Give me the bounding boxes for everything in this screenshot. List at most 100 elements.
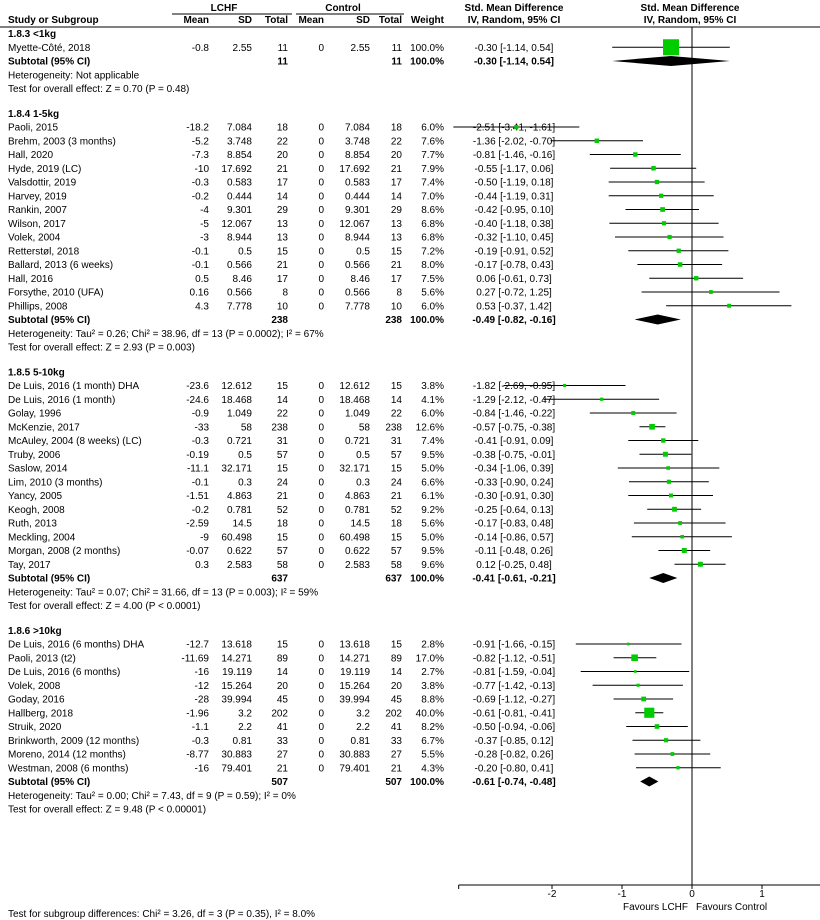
study-name: Hall, 2020 — [8, 150, 53, 161]
lchf-mean-value: -0.8 — [192, 43, 210, 54]
weight-value: 12.6% — [416, 422, 444, 433]
lchf-mean-value: -0.1 — [192, 246, 210, 257]
lchf-total-value: 21 — [277, 763, 289, 774]
lchf-sd-value: 7.778 — [227, 301, 252, 312]
weight-value: 7.4% — [421, 436, 444, 447]
weight-value: 40.0% — [416, 708, 444, 719]
lchf-total-value: 21 — [277, 164, 289, 175]
effect-ci-value: -0.25 [-0.64, 0.13] — [475, 505, 554, 516]
control-sd-value: 9.301 — [345, 205, 370, 216]
lchf-mean-value: -0.3 — [192, 736, 210, 747]
control-mean-value: 0 — [318, 736, 324, 747]
control-total-value: 20 — [391, 681, 403, 692]
control-mean-value: 0 — [318, 395, 324, 406]
effect-header-subtitle: IV, Random, 95% CI — [468, 15, 561, 26]
lchf-mean-value: -9 — [200, 532, 209, 543]
control-mean-value: 0 — [318, 532, 324, 543]
lchf-mean-value: -10 — [195, 164, 210, 175]
lchf-sd-value: 19.119 — [222, 667, 252, 678]
control-sd-value: 0.5 — [356, 450, 370, 461]
control-total-value: 13 — [391, 219, 403, 230]
study-name: Keogh, 2008 — [8, 505, 65, 516]
weight-value: 9.5% — [421, 450, 444, 461]
control-sd-value: 18.468 — [339, 395, 370, 406]
study-name: McAuley, 2004 (8 weeks) (LC) — [8, 436, 142, 447]
study-point-marker — [644, 707, 655, 718]
x-axis-tick-label: 0 — [689, 889, 695, 900]
subtotal-label: Subtotal (95% CI) — [8, 57, 90, 68]
weight-value: 5.0% — [421, 532, 444, 543]
control-mean-value: 0 — [318, 560, 324, 571]
lchf-sd-value: 7.084 — [227, 123, 252, 134]
control-sd-value: 8.944 — [345, 233, 370, 244]
overall-effect-text: Test for overall effect: Z = 9.48 (P < 0… — [8, 805, 206, 816]
control-sd-value: 0.622 — [345, 546, 370, 557]
study-point-marker — [659, 193, 664, 198]
lchf-total-value: 10 — [277, 301, 289, 312]
lchf-mean-value: -4 — [200, 205, 209, 216]
control-total-value: 21 — [391, 260, 403, 271]
subtotal-label: Subtotal (95% CI) — [8, 315, 90, 326]
study-name: Goday, 2016 — [8, 695, 65, 706]
effect-ci-value: -0.17 [-0.83, 0.48] — [475, 519, 554, 530]
effect-ci-value: -1.82 [-2.69, -0.95] — [473, 381, 555, 392]
control-mean-value: 0 — [318, 233, 324, 244]
control-sd-value: 1.049 — [345, 409, 370, 420]
control-mean-value: 0 — [318, 136, 324, 147]
control-mean-value: 0 — [318, 164, 324, 175]
lchf-total-value: 14 — [277, 667, 289, 678]
study-point-marker — [641, 696, 647, 702]
lchf-sd-value: 8.46 — [233, 274, 253, 285]
study-name: Hyde, 2019 (LC) — [8, 164, 81, 175]
control-sd-value: 8.46 — [351, 274, 371, 285]
subtotal-lchf-total: 507 — [271, 777, 288, 788]
control-sd-value: 7.084 — [345, 123, 370, 134]
weight-value: 6.1% — [421, 491, 444, 502]
weight-value: 6.0% — [421, 409, 444, 420]
effect-ci-value: -0.38 [-0.75, -0.01] — [473, 450, 555, 461]
lchf-mean-value: -8.77 — [186, 750, 209, 761]
control-total-value: 202 — [385, 708, 402, 719]
lchf-mean-value: -11.69 — [181, 653, 209, 664]
effect-ci-value: 0.12 [-0.25, 0.48] — [476, 560, 552, 571]
control-total-value: 45 — [391, 695, 403, 706]
effect-ci-value: -0.82 [-1.12, -0.51] — [473, 653, 555, 664]
weight-value: 6.8% — [421, 219, 444, 230]
lchf-total-value: 17 — [277, 178, 289, 189]
plot-header-subtitle: IV, Random, 95% CI — [644, 15, 737, 26]
lchf-total-value: 15 — [277, 381, 289, 392]
subgroup-heading: 1.8.5 5-10kg — [8, 367, 65, 378]
overall-effect-text: Test for overall effect: Z = 0.70 (P = 0… — [8, 84, 189, 95]
effect-ci-value: -0.57 [-0.75, -0.38] — [473, 422, 555, 433]
lchf-sd-value: 39.994 — [221, 695, 252, 706]
weight-value: 9.2% — [421, 505, 444, 516]
control-total-value: 33 — [391, 736, 403, 747]
control-sd-value: 60.498 — [339, 532, 370, 543]
lchf-mean-value: -12 — [195, 681, 210, 692]
effect-ci-value: -0.11 [-0.48, 0.26] — [475, 546, 553, 557]
study-point-marker — [666, 479, 671, 484]
weight-value: 3.8% — [421, 681, 444, 692]
study-name: Ruth, 2013 — [8, 519, 57, 530]
subtotal-ci-value: -0.49 [-0.82, -0.16] — [472, 315, 555, 326]
lchf-mean-value: -28 — [195, 695, 210, 706]
control-total-value: 21 — [391, 763, 403, 774]
weight-value: 4.1% — [421, 395, 444, 406]
subtotal-lchf-total: 238 — [271, 315, 288, 326]
control-mean-value: 0 — [318, 422, 324, 433]
control-total-value: 24 — [391, 477, 403, 488]
control-sd-value: 0.781 — [345, 505, 370, 516]
subtotal-diamond — [640, 776, 659, 787]
effect-ci-value: -0.33 [-0.90, 0.24] — [475, 477, 554, 488]
study-name: Volek, 2004 — [8, 233, 61, 244]
column-header-study: Study or Subgroup — [8, 15, 99, 26]
control-sd-value: 14.5 — [351, 519, 371, 530]
overall-effect-text: Test for overall effect: Z = 4.00 (P < 0… — [8, 601, 201, 612]
control-sd-value: 13.618 — [339, 640, 370, 651]
study-name: Tay, 2017 — [8, 560, 51, 571]
study-point-marker — [694, 276, 699, 281]
control-mean-value: 0 — [318, 205, 324, 216]
lchf-mean-value: -0.19 — [186, 450, 209, 461]
control-mean-value: 0 — [318, 260, 324, 271]
lchf-mean-value: -16 — [195, 763, 210, 774]
